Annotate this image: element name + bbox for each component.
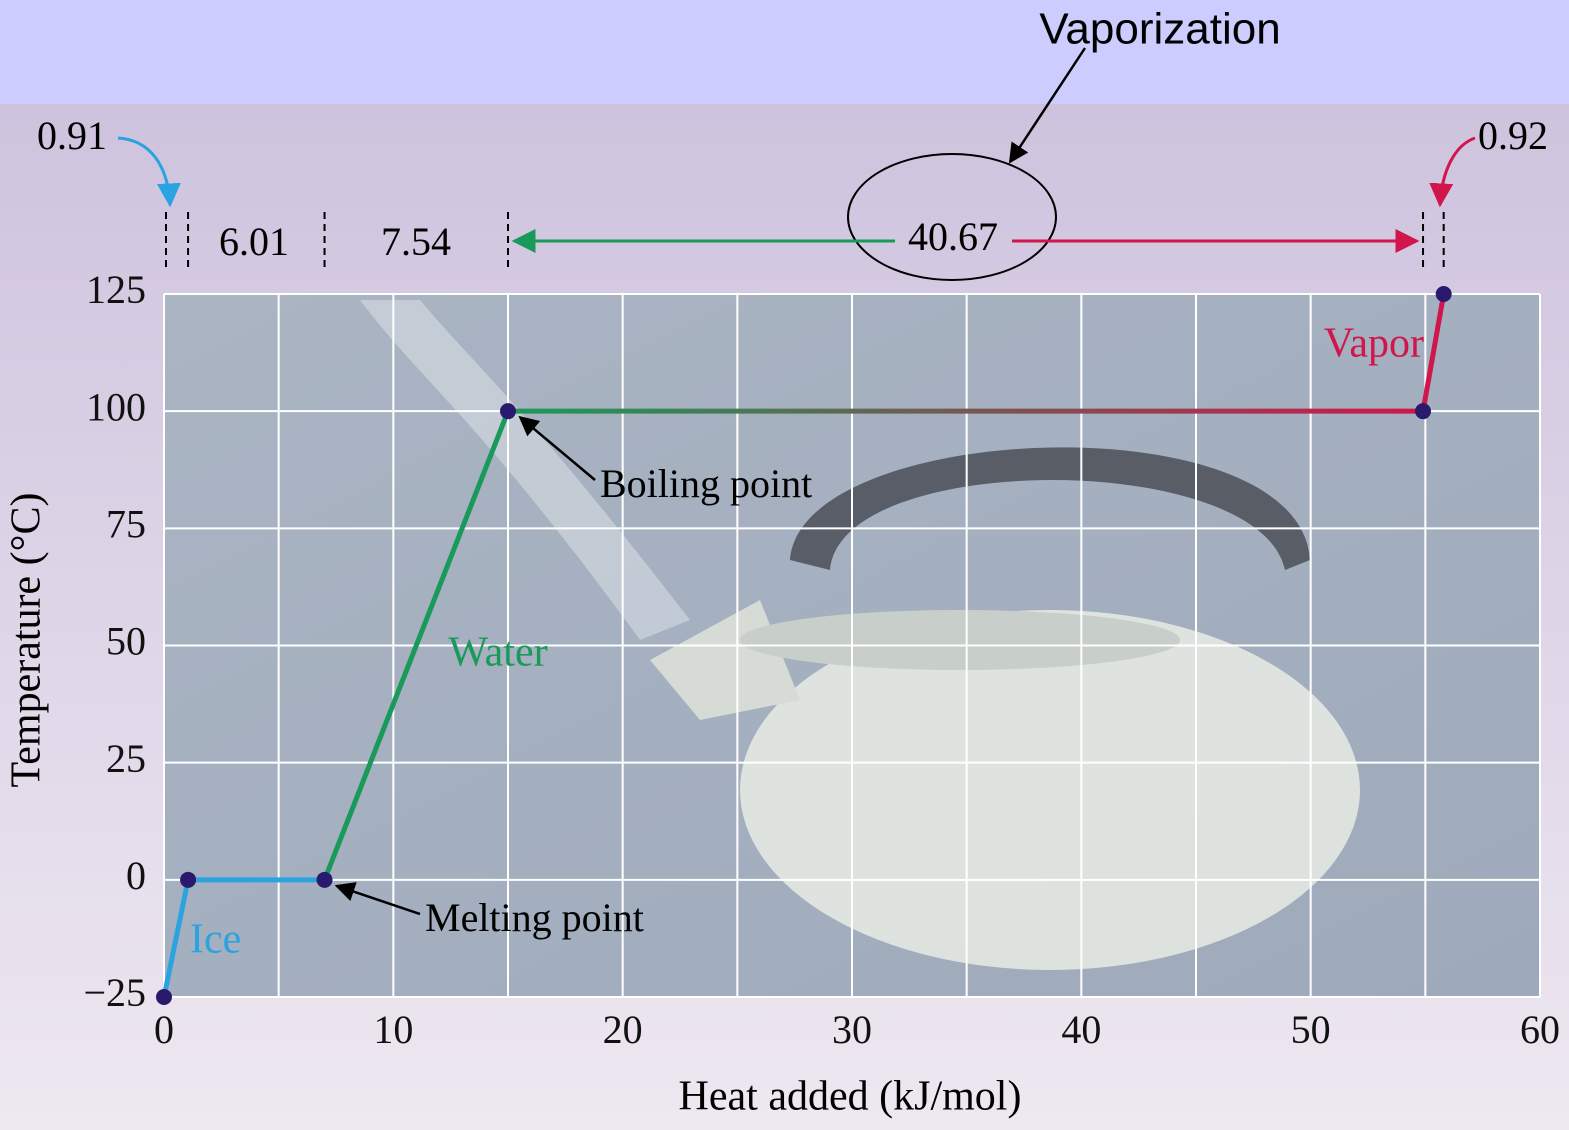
y-tick-label: −25 [83, 970, 146, 1015]
data-point [180, 872, 196, 888]
y-tick-label: 100 [86, 384, 146, 429]
heat-label: 6.01 [219, 219, 289, 264]
data-point [500, 403, 516, 419]
x-axis-title: Heat added (kJ/mol) [679, 1074, 1022, 1120]
chart: Vaporization Heat added (kJ/mol) Tempera… [0, 0, 1569, 1130]
y-tick-label: 75 [106, 502, 146, 547]
point-label: Boiling point [600, 461, 812, 506]
y-tick-label: 50 [106, 619, 146, 664]
phase-label: Water [448, 630, 547, 676]
heat-label: 0.91 [37, 113, 107, 158]
data-point [317, 872, 333, 888]
x-tick-label: 30 [832, 1007, 872, 1052]
x-tick-label: 10 [373, 1007, 413, 1052]
y-tick-label: 0 [126, 853, 146, 898]
heat-label: 0.92 [1478, 113, 1548, 158]
x-tick-label: 20 [603, 1007, 643, 1052]
heat-label: 40.67 [908, 214, 998, 259]
phase-label: Vapor [1324, 321, 1424, 367]
data-point [1415, 403, 1431, 419]
top-banner [0, 0, 1569, 104]
heat-label: 7.54 [381, 219, 451, 264]
x-tick-label: 50 [1291, 1007, 1331, 1052]
phase-label: Ice [190, 917, 241, 963]
data-point [1436, 286, 1452, 302]
y-tick-label: 125 [86, 267, 146, 312]
y-axis-title: Temperature (°C) [4, 493, 50, 788]
x-tick-label: 60 [1520, 1007, 1560, 1052]
banner-label: Vaporization [1039, 5, 1280, 54]
page: Vaporization Heat added (kJ/mol) Tempera… [0, 0, 1569, 1130]
point-label: Melting point [425, 895, 644, 940]
y-tick-label: 25 [106, 736, 146, 781]
data-point [156, 989, 172, 1005]
x-tick-label: 40 [1061, 1007, 1101, 1052]
x-tick-label: 0 [154, 1007, 174, 1052]
